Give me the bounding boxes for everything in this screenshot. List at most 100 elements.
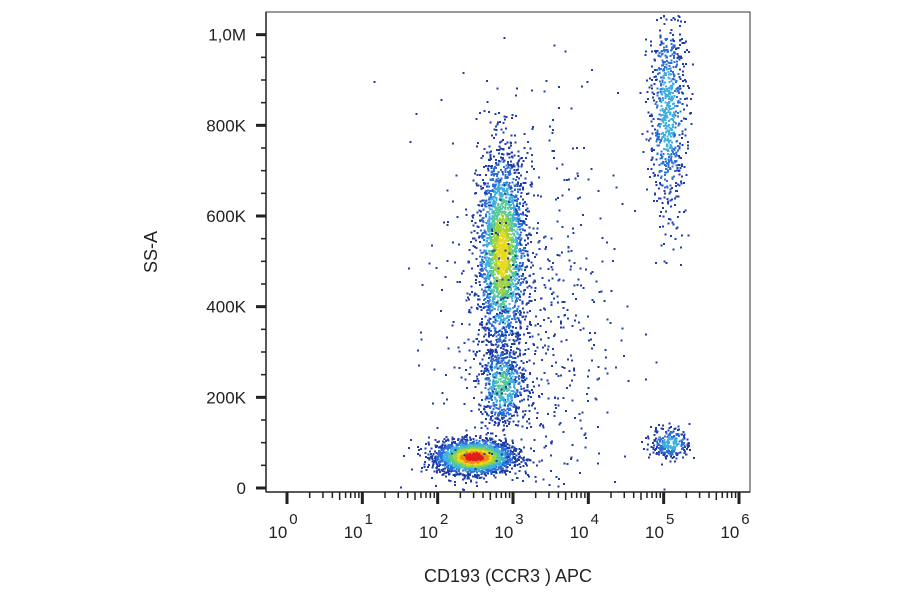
data-point: [495, 167, 498, 170]
data-point: [491, 211, 494, 214]
data-point: [514, 361, 517, 364]
data-point: [484, 306, 486, 308]
data-point: [518, 455, 521, 458]
data-point: [450, 443, 453, 446]
data-point: [496, 288, 499, 291]
data-point: [463, 459, 466, 462]
data-point: [460, 441, 463, 444]
data-point: [493, 261, 495, 264]
data-point: [493, 445, 496, 448]
data-point: [495, 270, 498, 273]
data-point: [515, 267, 518, 270]
data-point: [460, 455, 463, 458]
data-point: [480, 204, 483, 207]
data-point: [468, 463, 471, 466]
data-point: [511, 181, 514, 184]
data-point: [488, 165, 491, 167]
data-point: [499, 336, 501, 339]
data-point: [500, 211, 503, 214]
data-point: [493, 463, 496, 465]
data-point: [520, 195, 522, 198]
data-point: [435, 446, 438, 448]
data-point: [494, 231, 496, 234]
data-point: [487, 165, 490, 167]
data-point: [513, 207, 516, 210]
data-point: [507, 206, 510, 209]
data-point: [493, 234, 496, 237]
data-point: [485, 278, 488, 281]
data-point: [495, 255, 498, 258]
data-point: [499, 467, 502, 470]
data-point: [481, 439, 484, 441]
data-point: [451, 466, 454, 469]
data-point: [438, 454, 441, 457]
data-point: [505, 439, 508, 442]
data-point: [470, 457, 473, 460]
data-point: [530, 185, 533, 188]
data-point: [504, 251, 507, 254]
data-point: [496, 215, 499, 218]
data-point: [491, 449, 493, 452]
data-point: [494, 173, 497, 176]
data-point: [456, 447, 459, 450]
data-point: [505, 289, 508, 292]
data-point: [521, 213, 524, 216]
data-point: [493, 183, 496, 186]
data-point: [448, 456, 451, 459]
data-point: [517, 163, 520, 166]
data-point: [484, 298, 486, 300]
data-point: [508, 273, 511, 276]
data-point: [452, 447, 455, 450]
data-point: [515, 448, 518, 451]
data-point: [501, 210, 504, 213]
data-point: [514, 246, 517, 249]
data-point: [495, 251, 498, 254]
data-point: [514, 274, 517, 277]
data-point: [527, 233, 530, 236]
data-point: [440, 449, 443, 451]
data-point: [492, 440, 495, 443]
data-point: [447, 445, 450, 448]
data-point: [512, 260, 515, 263]
data-point: [447, 462, 450, 465]
data-point: [526, 311, 529, 314]
data-point: [502, 236, 505, 239]
data-point: [497, 248, 500, 251]
data-point: [495, 197, 498, 200]
data-point: [509, 208, 512, 210]
data-point: [488, 312, 490, 315]
data-point: [464, 467, 466, 470]
data-point: [486, 294, 489, 297]
data-point: [490, 455, 493, 458]
data-point: [513, 447, 516, 450]
data-point: [504, 289, 507, 292]
data-point: [524, 157, 527, 160]
data-point: [437, 440, 440, 443]
data-point: [514, 411, 517, 413]
data-point: [502, 277, 505, 280]
data-point: [489, 223, 492, 226]
data-point: [503, 302, 506, 305]
data-point: [539, 338, 542, 341]
data-point: [462, 460, 465, 463]
data-point: [462, 444, 465, 447]
data-point: [502, 298, 505, 301]
data-point: [463, 461, 466, 464]
data-point: [506, 458, 509, 461]
data-point: [448, 447, 451, 450]
data-point: [511, 453, 513, 456]
data-point: [486, 349, 489, 351]
data-point: [522, 262, 525, 265]
data-point: [499, 248, 502, 251]
data-point: [498, 239, 501, 242]
data-point: [474, 455, 477, 458]
data-point: [479, 264, 482, 267]
data-point: [527, 458, 530, 461]
data-point: [498, 305, 501, 308]
data-point: [485, 451, 488, 454]
data-point: [504, 208, 507, 211]
data-point: [530, 261, 533, 264]
data-point: [481, 233, 484, 236]
data-point: [495, 201, 498, 204]
data-point: [453, 441, 456, 444]
